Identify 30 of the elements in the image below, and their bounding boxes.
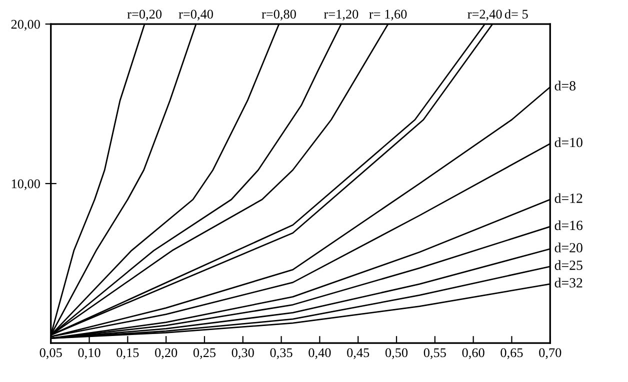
x-tick-label: 0,10 <box>78 348 100 360</box>
x-tick-label: 0,70 <box>539 348 562 360</box>
series-label: r=2,40 <box>468 10 502 21</box>
series-label: d=8 <box>554 80 576 91</box>
series-label: d=25 <box>554 260 582 270</box>
x-tick-label: 0,05 <box>40 348 62 360</box>
x-tick-label: 0,25 <box>193 348 216 360</box>
series-label: d=20 <box>554 242 582 252</box>
x-tick-label: 0,45 <box>347 348 370 360</box>
series-label: d=16 <box>554 220 583 230</box>
x-tick-label: 0,65 <box>500 348 523 360</box>
x-tick-label: 0,60 <box>462 348 484 360</box>
x-tick-label: 0,55 <box>424 348 446 360</box>
x-tick-label: 0,30 <box>232 348 254 360</box>
series-label: d=32 <box>554 278 582 288</box>
series-label: r=0,20 <box>127 10 162 21</box>
x-tick-label: 0,15 <box>116 348 139 360</box>
series-label: d=10 <box>554 137 582 148</box>
x-tick-label: 0,35 <box>270 348 292 360</box>
series-label: d=12 <box>554 193 582 203</box>
series-label: r=1,20 <box>324 10 358 21</box>
x-tick-label: 0,20 <box>155 348 178 360</box>
x-tick-label: 0,50 <box>385 348 408 360</box>
x-tick-label: 0,40 <box>308 348 331 360</box>
series-label: d= 5 <box>504 9 528 19</box>
y-tick-label: 20,00 <box>11 20 40 31</box>
series-label: r=0,80 <box>262 10 296 21</box>
y-tick-label: 10,00 <box>12 179 40 190</box>
series-label: r= 1,60 <box>369 10 407 21</box>
series-label: r=0,40 <box>178 10 213 21</box>
